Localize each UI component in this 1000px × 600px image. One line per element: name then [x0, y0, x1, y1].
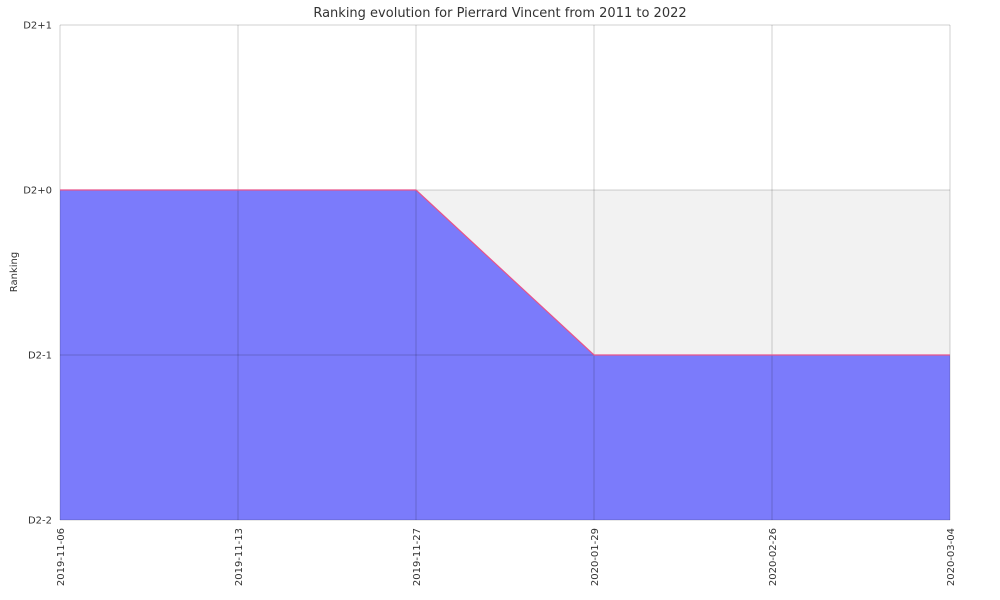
chart-title: Ranking evolution for Pierrard Vincent f…: [313, 6, 686, 21]
x-tick-label: 2019-11-27: [412, 528, 423, 586]
x-tick-label: 2019-11-06: [56, 528, 67, 586]
y-tick-label: D2+0: [23, 186, 52, 197]
y-tick-label: D2-1: [28, 351, 52, 362]
y-tick-labels: D2-2 D2-1 D2+0 D2+1: [23, 21, 52, 527]
x-tick-label: 2020-03-04: [946, 528, 957, 586]
x-tick-label: 2019-11-13: [234, 528, 245, 586]
x-tick-label: 2020-02-26: [768, 528, 779, 586]
grid-layer: [59, 24, 951, 521]
area-layer: [60, 190, 950, 520]
y-axis-label: Ranking: [9, 252, 20, 292]
y-tick-label: D2-2: [28, 516, 52, 527]
line-layer: [59, 189, 951, 356]
series-area-0: [60, 190, 950, 520]
x-tick-labels: 2019-11-06 2019-11-13 2019-11-27 2020-01-29…: [56, 528, 957, 586]
x-tick-label: 2020-01-29: [590, 528, 601, 586]
y-tick-label: D2+1: [23, 21, 52, 32]
series-line-0: [60, 189, 950, 356]
